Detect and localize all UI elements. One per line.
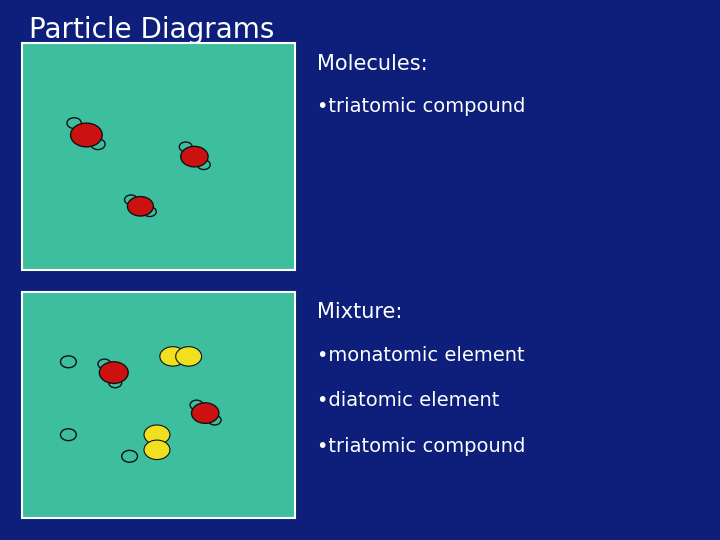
Circle shape xyxy=(160,347,186,366)
Text: •diatomic element: •diatomic element xyxy=(317,392,499,410)
Circle shape xyxy=(99,362,128,383)
Circle shape xyxy=(144,440,170,460)
Text: Molecules:: Molecules: xyxy=(317,54,428,74)
Circle shape xyxy=(176,347,202,366)
Text: Particle Diagrams: Particle Diagrams xyxy=(29,16,274,44)
Bar xyxy=(22,292,295,518)
Circle shape xyxy=(181,146,208,167)
Circle shape xyxy=(71,123,102,147)
Text: •triatomic compound: •triatomic compound xyxy=(317,437,525,456)
Text: •triatomic compound: •triatomic compound xyxy=(317,97,525,116)
Circle shape xyxy=(192,403,219,423)
Text: •monatomic element: •monatomic element xyxy=(317,346,524,365)
Circle shape xyxy=(127,197,153,216)
Bar xyxy=(22,43,295,270)
Text: Mixture:: Mixture: xyxy=(317,302,402,322)
Circle shape xyxy=(144,425,170,444)
